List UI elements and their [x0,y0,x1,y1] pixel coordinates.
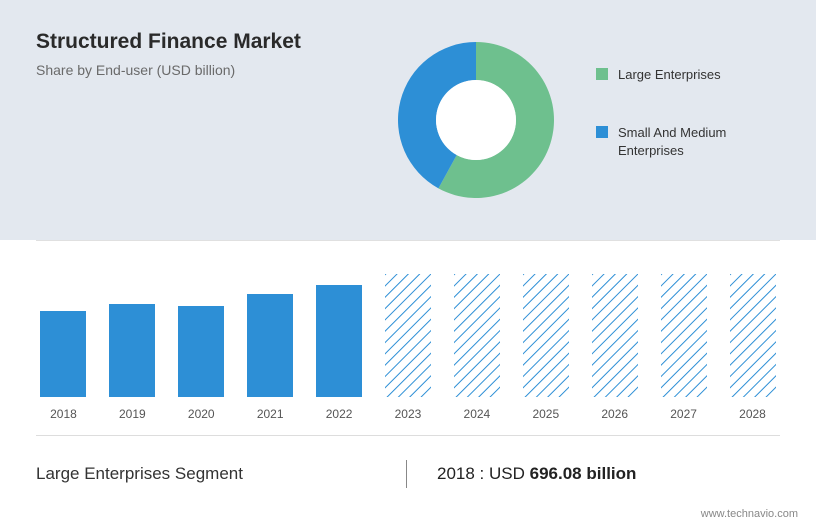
bar-label: 2025 [532,407,559,421]
bar-rect [316,285,362,397]
legend-label: Large Enterprises [618,66,721,84]
legend-swatch [596,126,608,138]
legend-label: Small And Medium Enterprises [618,124,758,160]
bar-column: 2019 [105,304,160,421]
bar-label: 2022 [326,407,353,421]
bar-column: 2026 [587,274,642,421]
segment-value: 2018 : USD 696.08 billion [437,464,636,484]
bar-column: 2021 [243,294,298,421]
year: 2018 [437,464,475,483]
bar-rect [592,274,638,397]
bar-rect [385,274,431,397]
legend: Large Enterprises Small And Medium Enterp… [576,30,780,220]
legend-swatch [596,68,608,80]
bar-label: 2026 [601,407,628,421]
bar-label: 2021 [257,407,284,421]
bar-column: 2025 [518,274,573,421]
legend-item: Small And Medium Enterprises [596,124,780,160]
bar-chart: 2018 2019 2020 2021 2022 2023 2024 2025 2026 2027… [0,241,816,431]
bar-label: 2023 [395,407,422,421]
bar-label: 2027 [670,407,697,421]
bar-column: 2027 [656,274,711,421]
page-title: Structured Finance Market [36,30,376,54]
currency: USD [489,464,525,483]
bar-column: 2028 [725,274,780,421]
header-block: Structured Finance Market Share by End-u… [36,30,376,220]
donut-chart [376,30,576,220]
bar-column: 2022 [312,285,367,421]
bar-rect [730,274,776,397]
bar-rect [40,311,86,397]
footer: Large Enterprises Segment 2018 : USD 696… [0,436,816,488]
bar-rect [247,294,293,397]
bar-label: 2028 [739,407,766,421]
segment-label: Large Enterprises Segment [36,464,406,484]
bar-column: 2018 [36,311,91,421]
bar-label: 2018 [50,407,77,421]
legend-item: Large Enterprises [596,66,780,84]
bar-rect [661,274,707,397]
source-url: www.technavio.com [701,508,798,520]
top-section: Structured Finance Market Share by End-u… [0,0,816,240]
bar-label: 2019 [119,407,146,421]
value-unit: billion [586,464,636,483]
bar-label: 2024 [464,407,491,421]
value-number: 696.08 [530,464,582,483]
bar-rect [454,274,500,397]
bar-rect [178,306,224,397]
bar-rect [523,274,569,397]
bar-label: 2020 [188,407,215,421]
bar-column: 2024 [449,274,504,421]
bar-rect [109,304,155,397]
bar-column: 2023 [381,274,436,421]
page-subtitle: Share by End-user (USD billion) [36,62,376,78]
vertical-divider [406,460,407,488]
bar-column: 2020 [174,306,229,421]
